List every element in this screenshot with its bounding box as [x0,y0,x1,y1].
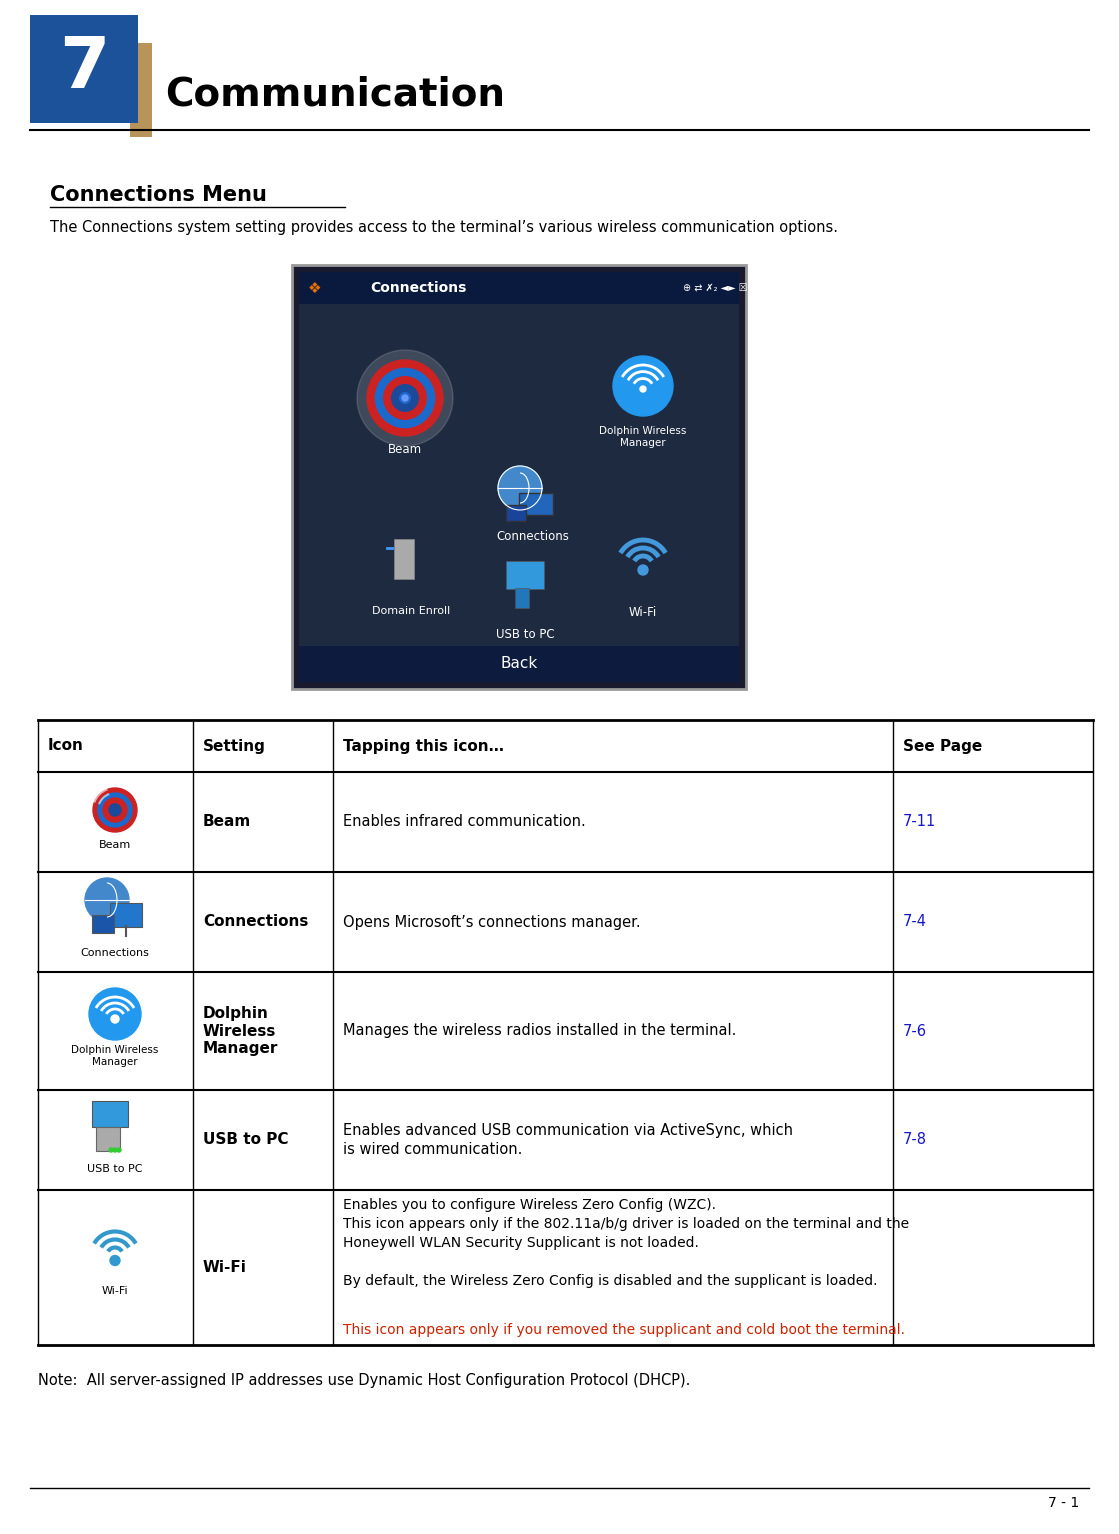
Circle shape [638,565,648,575]
FancyBboxPatch shape [519,492,553,515]
FancyBboxPatch shape [506,561,544,589]
Circle shape [613,356,673,416]
Text: USB to PC: USB to PC [203,1132,289,1147]
Text: Wi-Fi: Wi-Fi [629,606,657,620]
Circle shape [367,360,443,436]
FancyBboxPatch shape [130,43,152,137]
Text: USB to PC: USB to PC [87,1164,143,1174]
Text: Connections: Connections [203,914,309,930]
Circle shape [113,1147,117,1152]
Text: 7-6: 7-6 [903,1023,927,1039]
Circle shape [399,393,411,403]
Text: Connections: Connections [370,281,467,295]
Circle shape [103,798,126,822]
FancyBboxPatch shape [30,15,138,123]
Text: Communication: Communication [164,77,505,114]
Text: See Page: See Page [903,738,982,753]
Text: ⊕ ⇄ ✗₂ ◄► ☒ ×: ⊕ ⇄ ✗₂ ◄► ☒ × [683,282,759,293]
Circle shape [384,377,426,419]
FancyBboxPatch shape [515,588,529,607]
Text: 7-8: 7-8 [903,1132,927,1147]
Text: This icon appears only if you removed the supplicant and cold boot the terminal.: This icon appears only if you removed th… [344,1322,905,1338]
Text: Beam: Beam [388,443,422,456]
Circle shape [402,394,408,400]
Circle shape [375,368,434,428]
Text: Dolphin Wireless
Manager: Dolphin Wireless Manager [72,1045,159,1068]
Text: Setting: Setting [203,738,266,753]
Text: Enables you to configure Wireless Zero Config (WZC).
This icon appears only if t: Enables you to configure Wireless Zero C… [344,1198,909,1289]
Text: Dolphin
Wireless
Manager: Dolphin Wireless Manager [203,1006,279,1055]
Text: Back: Back [500,657,537,672]
FancyBboxPatch shape [110,904,142,927]
Text: USB to PC: USB to PC [496,627,554,641]
Text: Enables infrared communication.: Enables infrared communication. [344,815,585,830]
Circle shape [85,877,129,922]
Circle shape [109,804,121,816]
Text: Manages the wireless radios installed in the terminal.: Manages the wireless radios installed in… [344,1023,736,1039]
FancyBboxPatch shape [92,1101,128,1127]
Text: Wi-Fi: Wi-Fi [203,1259,247,1275]
Circle shape [98,793,132,827]
FancyBboxPatch shape [394,538,414,578]
Text: Connections: Connections [81,948,150,959]
Circle shape [93,788,137,831]
Text: Beam: Beam [203,815,252,830]
FancyBboxPatch shape [299,272,739,304]
Text: Note:  All server-assigned IP addresses use Dynamic Host Configuration Protocol : Note: All server-assigned IP addresses u… [38,1373,690,1388]
Circle shape [498,466,542,509]
Text: 7: 7 [59,34,110,103]
Circle shape [640,387,646,393]
Text: Wi-Fi: Wi-Fi [102,1285,129,1296]
Text: 7-11: 7-11 [903,815,937,830]
Circle shape [117,1147,121,1152]
Text: 7 - 1: 7 - 1 [1047,1496,1079,1509]
Text: The Connections system setting provides access to the terminal’s various wireles: The Connections system setting provides … [50,219,838,235]
Text: Enables advanced USB communication via ActiveSync, which
is wired communication.: Enables advanced USB communication via A… [344,1123,793,1157]
Text: Opens Microsoft’s connections manager.: Opens Microsoft’s connections manager. [344,914,640,930]
FancyBboxPatch shape [299,646,739,683]
Text: Connections Menu: Connections Menu [50,186,266,206]
FancyBboxPatch shape [506,505,526,522]
Circle shape [392,385,419,411]
FancyBboxPatch shape [292,265,746,689]
FancyBboxPatch shape [96,1127,120,1150]
Circle shape [90,988,141,1040]
Circle shape [109,1147,113,1152]
Text: Domain Enroll: Domain Enroll [372,606,450,617]
Text: Connections: Connections [497,531,570,543]
Circle shape [111,1016,119,1023]
Text: Icon: Icon [48,738,84,753]
Text: Beam: Beam [98,841,131,850]
Circle shape [110,1255,120,1266]
Text: Dolphin Wireless
Manager: Dolphin Wireless Manager [600,426,687,448]
Text: ❖: ❖ [308,281,322,296]
Circle shape [357,350,453,446]
FancyBboxPatch shape [92,914,114,933]
FancyBboxPatch shape [299,304,739,683]
Text: Tapping this icon…: Tapping this icon… [344,738,504,753]
Text: 7-4: 7-4 [903,914,927,930]
